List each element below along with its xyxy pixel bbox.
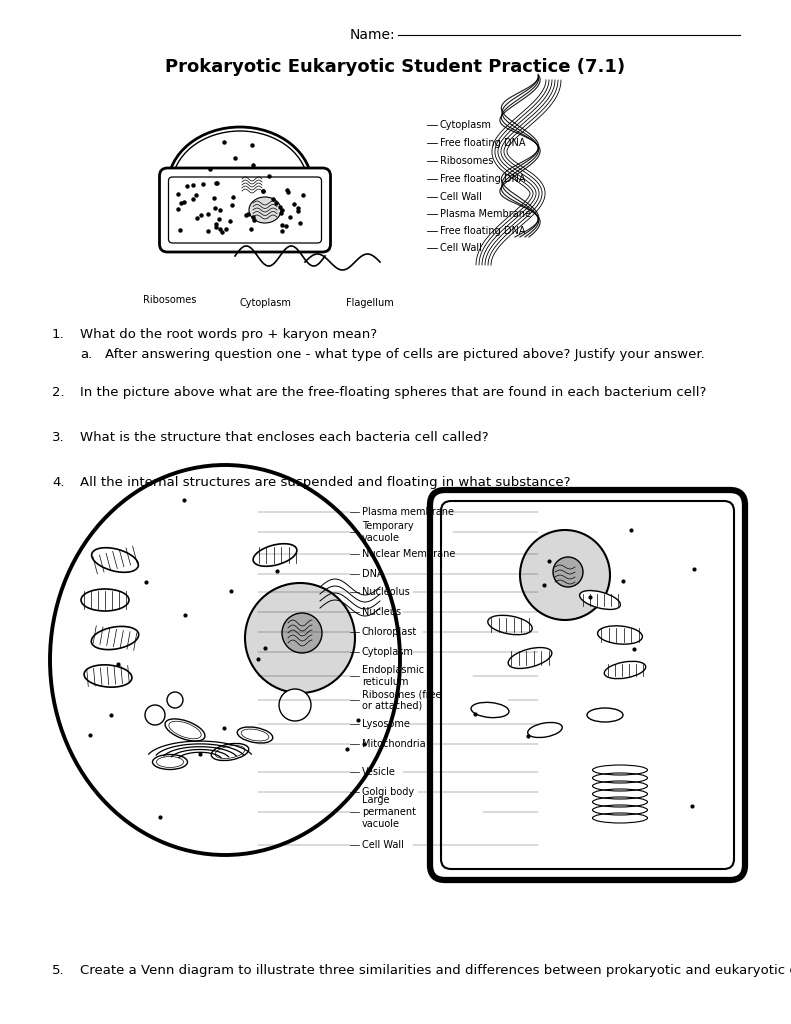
Text: 1.: 1. — [52, 328, 65, 341]
Circle shape — [279, 689, 311, 721]
Text: DNA: DNA — [362, 569, 384, 579]
Circle shape — [245, 583, 355, 693]
Text: All the internal structures are suspended and floating in what substance?: All the internal structures are suspende… — [80, 476, 570, 489]
Ellipse shape — [237, 727, 273, 743]
Ellipse shape — [84, 665, 132, 687]
Ellipse shape — [488, 615, 532, 635]
FancyBboxPatch shape — [160, 168, 331, 252]
Text: 3.: 3. — [52, 431, 65, 444]
Text: 5.: 5. — [52, 964, 65, 977]
Text: Chloroplast: Chloroplast — [362, 627, 417, 637]
Ellipse shape — [597, 626, 642, 644]
Text: Cell Wall: Cell Wall — [362, 840, 404, 850]
Text: Plasma Membrane: Plasma Membrane — [440, 209, 531, 219]
Text: 4.: 4. — [52, 476, 65, 489]
Text: Create a Venn diagram to illustrate three similarities and differences between p: Create a Venn diagram to illustrate thre… — [80, 964, 791, 977]
Ellipse shape — [81, 589, 129, 611]
Text: What do the root words pro + karyon mean?: What do the root words pro + karyon mean… — [80, 328, 377, 341]
Ellipse shape — [580, 591, 620, 609]
Text: Plasma membrane: Plasma membrane — [362, 507, 454, 517]
Text: Ribosomes (free
or attached): Ribosomes (free or attached) — [362, 689, 441, 711]
Text: 2.: 2. — [52, 386, 65, 399]
Circle shape — [553, 557, 583, 587]
Text: Ribosomes: Ribosomes — [143, 295, 197, 305]
Text: Nuclear Membrane: Nuclear Membrane — [362, 549, 456, 559]
Circle shape — [282, 613, 322, 653]
Ellipse shape — [91, 627, 138, 649]
Text: Lysosome: Lysosome — [362, 719, 410, 729]
Ellipse shape — [249, 197, 281, 223]
Text: Cell Wall: Cell Wall — [440, 243, 482, 253]
Text: Endoplasmic
reticulum: Endoplasmic reticulum — [362, 666, 424, 687]
Text: Cytoplasm: Cytoplasm — [239, 298, 291, 308]
Text: Prokaryotic Eukaryotic Student Practice (7.1): Prokaryotic Eukaryotic Student Practice … — [165, 58, 625, 76]
Circle shape — [520, 530, 610, 620]
Text: After answering question one - what type of cells are pictured above? Justify yo: After answering question one - what type… — [105, 348, 705, 361]
Circle shape — [145, 705, 165, 725]
Circle shape — [167, 692, 183, 708]
Ellipse shape — [168, 127, 312, 243]
Ellipse shape — [239, 174, 265, 196]
Text: Nucleolus: Nucleolus — [362, 587, 410, 597]
Ellipse shape — [253, 544, 297, 566]
Text: Name:: Name: — [350, 28, 396, 42]
Text: What is the structure that encloses each bacteria cell called?: What is the structure that encloses each… — [80, 431, 489, 444]
Ellipse shape — [165, 719, 205, 741]
Ellipse shape — [587, 708, 623, 722]
Ellipse shape — [508, 647, 552, 669]
Text: Nucleus: Nucleus — [362, 607, 401, 617]
Ellipse shape — [604, 662, 645, 679]
Ellipse shape — [528, 723, 562, 737]
Text: a.: a. — [80, 348, 93, 361]
Ellipse shape — [92, 548, 138, 572]
Text: Mitochondria: Mitochondria — [362, 739, 426, 749]
Text: Free floating DNA: Free floating DNA — [440, 138, 525, 148]
Text: Golgi body: Golgi body — [362, 787, 414, 797]
Text: Free floating DNA: Free floating DNA — [440, 226, 525, 236]
Text: Large
permanent
vacuole: Large permanent vacuole — [362, 796, 416, 828]
Text: Free floating DNA: Free floating DNA — [440, 174, 525, 184]
Ellipse shape — [471, 702, 509, 718]
Text: Flagellum: Flagellum — [346, 298, 394, 308]
Text: Ribosomes: Ribosomes — [440, 156, 494, 166]
Text: Cytoplasm: Cytoplasm — [440, 120, 492, 130]
Text: Cytoplasm: Cytoplasm — [362, 647, 414, 657]
Ellipse shape — [153, 755, 187, 769]
Text: In the picture above what are the free-floating spheres that are found in each b: In the picture above what are the free-f… — [80, 386, 706, 399]
Ellipse shape — [50, 465, 400, 855]
Text: Cell Wall: Cell Wall — [440, 193, 482, 202]
FancyBboxPatch shape — [430, 490, 745, 880]
Ellipse shape — [211, 743, 248, 761]
Text: Vesicle: Vesicle — [362, 767, 396, 777]
Text: Temporary
vacuole: Temporary vacuole — [362, 521, 414, 543]
